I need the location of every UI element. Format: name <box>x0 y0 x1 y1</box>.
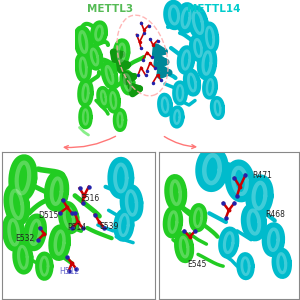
Text: E545: E545 <box>187 260 206 269</box>
Text: R468: R468 <box>265 210 285 219</box>
Text: E539: E539 <box>99 222 118 231</box>
Text: E532: E532 <box>16 235 35 244</box>
Text: METTL14: METTL14 <box>188 4 241 14</box>
Text: D515: D515 <box>39 211 59 220</box>
Text: R471: R471 <box>252 170 272 179</box>
Text: E516: E516 <box>80 194 99 203</box>
Text: H512: H512 <box>59 267 80 276</box>
Text: P514: P514 <box>67 224 86 232</box>
Text: METTL3: METTL3 <box>87 4 133 14</box>
